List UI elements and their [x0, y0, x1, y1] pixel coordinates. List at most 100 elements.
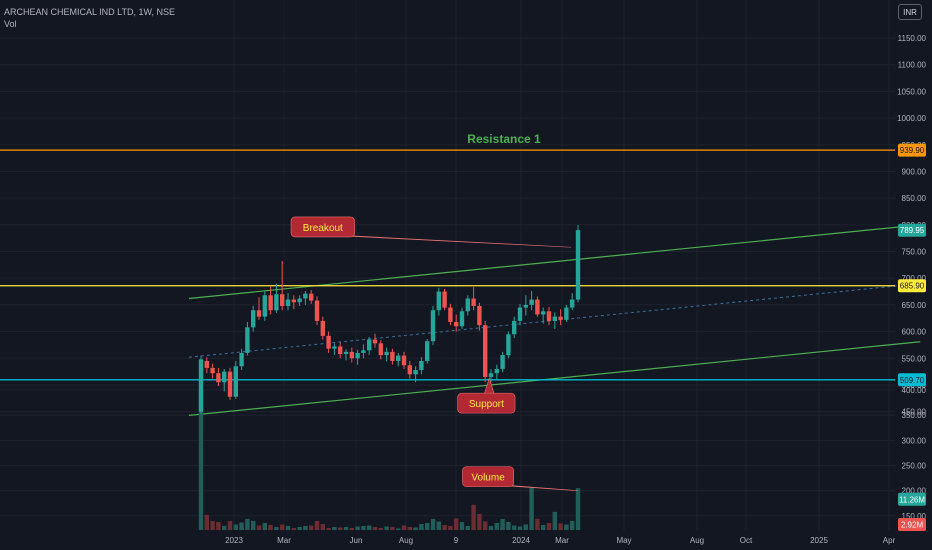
volume-bar	[558, 523, 563, 530]
volume-badge: 2.92M	[898, 517, 926, 531]
candle-body	[227, 371, 233, 397]
candle-body	[488, 373, 494, 377]
candle-body	[378, 343, 383, 356]
price-tick-label: 850.00	[902, 194, 927, 203]
channel-lower-line	[188, 341, 921, 416]
volume-bar	[523, 524, 528, 530]
resistance-label: Resistance 1	[467, 132, 541, 146]
volume-bar	[233, 524, 238, 530]
candle-body	[523, 304, 528, 308]
volume-bar	[483, 521, 488, 530]
price-badge-box	[898, 223, 926, 237]
candle-body	[361, 350, 366, 353]
volume-tick-label: 300.00	[902, 436, 927, 445]
volume-bar	[210, 520, 215, 530]
candle-body	[251, 310, 256, 328]
price-badge: 685.90	[898, 279, 926, 293]
price-tick-label: 700.00	[902, 274, 927, 283]
volume-bar	[245, 518, 250, 530]
candle-body	[297, 298, 302, 303]
volume-bar	[419, 523, 424, 530]
volume-bars	[198, 390, 581, 530]
volume-bar	[552, 511, 557, 530]
candle-body	[210, 367, 215, 374]
time-tick-label: Oct	[740, 536, 753, 545]
volume-badge-text: 11.26M	[899, 495, 925, 504]
candle-body	[500, 355, 505, 369]
volume-bar	[372, 526, 378, 530]
symbol-title: ARCHEAN CHEMICAL IND LTD, 1W, NSE	[4, 7, 176, 17]
volume-bar	[436, 521, 441, 530]
volume-tick-label: 150.00	[902, 512, 927, 521]
volume-badge-box	[898, 492, 926, 506]
volume-bar	[407, 526, 412, 530]
volume-bar	[390, 526, 395, 530]
candle-body	[384, 351, 389, 356]
volume-bar	[349, 527, 354, 530]
volume-bar	[251, 520, 256, 530]
time-tick-label: 2023	[225, 536, 243, 545]
volume-bar	[500, 518, 505, 530]
chart-legend: ARCHEAN CHEMICAL IND LTD, 1W, NSE Vol	[4, 6, 175, 30]
candle-body	[274, 294, 279, 311]
price-badge-text: 789.95	[900, 226, 925, 235]
volume-bar	[274, 526, 279, 530]
candle-body	[222, 371, 227, 383]
volume-bar	[303, 525, 308, 530]
price-tick-label: 1000.00	[897, 114, 926, 123]
volume-bar	[216, 521, 221, 530]
candle-body	[291, 299, 296, 303]
time-tick-label: Aug	[399, 536, 413, 545]
volume-bar	[529, 487, 534, 530]
volume-tick-label: 200.00	[902, 487, 927, 496]
candle-body	[419, 360, 424, 371]
volume-bar	[564, 524, 569, 530]
candle-body	[256, 310, 262, 317]
price-badge-text: 509.70	[900, 376, 925, 385]
candle-body	[541, 311, 546, 315]
candle-body	[477, 305, 482, 326]
volume-bar	[239, 522, 244, 530]
candle-body	[390, 351, 395, 361]
price-tick-label: 1100.00	[898, 61, 927, 70]
candle-body	[320, 320, 325, 336]
candle-body	[494, 368, 499, 374]
candle-body	[280, 294, 285, 306]
volume-bar	[448, 525, 453, 530]
candle-body	[529, 299, 534, 305]
candle-body	[448, 307, 453, 322]
volume-bar	[227, 520, 233, 530]
time-tick-label: May	[616, 536, 631, 545]
currency-button[interactable]: INR	[898, 4, 922, 20]
volume-bar	[401, 525, 407, 530]
volume-bar	[465, 525, 470, 530]
volume-bar	[198, 390, 204, 530]
candle-body	[546, 311, 552, 321]
volume-bar	[575, 488, 581, 530]
axes: 450.00500.00550.00600.00650.00700.00750.…	[225, 34, 926, 545]
time-tick-label: Jun	[350, 536, 363, 545]
candle-body	[430, 310, 436, 342]
volume-bar	[442, 524, 447, 530]
price-badge-box	[898, 143, 926, 157]
volume-badge-text: 2.92M	[901, 520, 924, 529]
volume-bar	[291, 527, 296, 530]
candle-body	[309, 293, 314, 301]
callout-volume: Volume	[462, 466, 579, 492]
candle-body	[326, 335, 331, 349]
volume-bar	[425, 522, 430, 530]
volume-bar	[355, 526, 360, 530]
price-tick-label: 450.00	[902, 408, 927, 417]
candle-body	[303, 293, 308, 299]
candle-body	[349, 351, 354, 359]
price-badge-box	[898, 373, 926, 387]
callout-box	[462, 466, 515, 487]
callout-text: Breakout	[303, 223, 343, 234]
candle-body	[396, 355, 401, 361]
price-badge: 789.95	[898, 223, 926, 237]
time-tick-label: 9	[454, 536, 459, 545]
annotations: Breakout Support Volume	[290, 216, 579, 492]
callout-text: Volume	[471, 473, 505, 484]
